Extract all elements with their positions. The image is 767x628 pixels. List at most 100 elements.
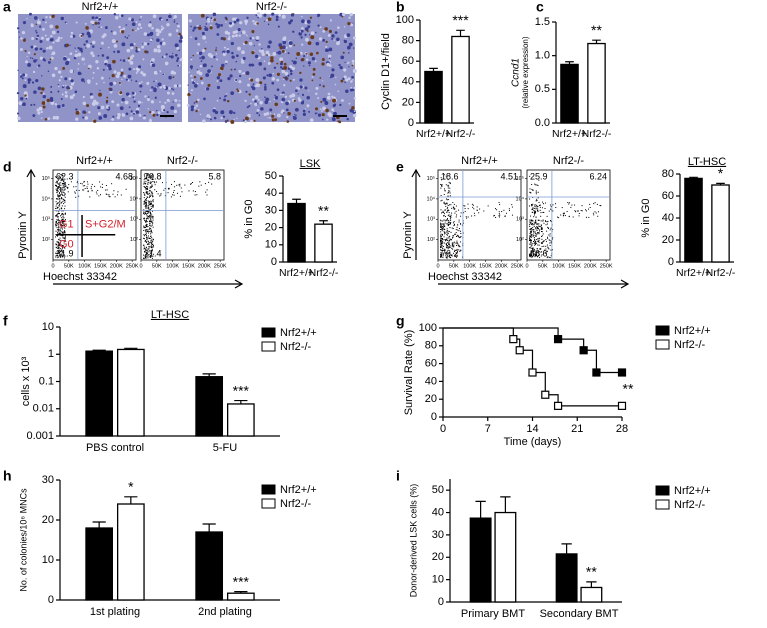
cell	[229, 22, 232, 25]
cell	[100, 48, 102, 50]
stain	[135, 47, 137, 49]
event	[446, 184, 447, 185]
event	[195, 191, 196, 192]
cell	[162, 74, 164, 76]
cell	[213, 56, 215, 58]
error-bar	[93, 522, 106, 528]
cell	[50, 91, 52, 93]
legend-swatch	[262, 485, 275, 494]
event	[511, 204, 512, 205]
event	[550, 233, 551, 234]
cell	[274, 98, 275, 99]
cell	[37, 112, 40, 115]
cell	[166, 23, 169, 26]
event	[87, 188, 88, 189]
cell	[298, 32, 302, 36]
event	[147, 189, 148, 190]
event	[152, 222, 153, 223]
cell	[200, 114, 201, 115]
event	[56, 190, 57, 191]
cell	[143, 116, 146, 119]
chart-title: LSK	[300, 158, 321, 170]
stain	[245, 117, 249, 121]
event	[62, 189, 63, 190]
event	[153, 246, 154, 247]
event	[61, 193, 62, 194]
cell	[19, 37, 20, 38]
event	[148, 232, 149, 233]
cell	[135, 80, 137, 82]
bar	[588, 44, 605, 123]
event	[446, 220, 447, 221]
cell	[174, 19, 175, 20]
cell	[205, 42, 206, 43]
event	[529, 221, 530, 222]
y-tick-label: 20	[402, 96, 414, 108]
event	[152, 223, 153, 224]
cell	[137, 28, 140, 31]
stain	[178, 33, 181, 36]
event	[148, 246, 149, 247]
cell	[310, 118, 314, 122]
cell	[216, 25, 219, 28]
event	[150, 231, 151, 232]
event	[150, 238, 151, 239]
event	[458, 230, 459, 231]
y-axis-label: No. of colonies/10⁶ MNCs	[18, 488, 28, 592]
bar	[470, 518, 491, 602]
event	[546, 221, 547, 222]
event	[541, 229, 542, 230]
event	[146, 192, 147, 193]
stain	[329, 30, 332, 33]
event	[67, 188, 68, 189]
event	[448, 220, 449, 221]
quadrant-value: 21.4	[144, 248, 162, 258]
cell	[157, 45, 160, 48]
cell	[335, 84, 337, 86]
cell	[220, 24, 223, 27]
cell	[264, 96, 266, 98]
cell	[276, 18, 279, 21]
cell	[155, 97, 157, 99]
cell	[153, 48, 157, 52]
event	[82, 183, 83, 184]
event	[446, 198, 447, 199]
event	[535, 212, 536, 213]
cell	[75, 108, 77, 110]
marker	[619, 402, 626, 409]
event	[445, 206, 446, 207]
x-tick-label: 28	[616, 423, 628, 435]
cell	[121, 68, 124, 71]
cell	[90, 51, 93, 54]
cell	[243, 119, 245, 121]
event	[55, 224, 56, 225]
cell	[331, 108, 334, 111]
event	[60, 189, 61, 190]
cell	[307, 55, 308, 56]
event	[531, 242, 532, 243]
x-tick-label: PBS control	[86, 442, 144, 454]
cell	[207, 20, 210, 23]
stain	[275, 103, 278, 106]
cell	[121, 79, 122, 80]
cell	[274, 113, 276, 115]
cell	[111, 31, 113, 33]
event	[453, 228, 454, 229]
cell	[197, 43, 200, 46]
event	[440, 223, 441, 224]
cell	[30, 46, 33, 49]
event	[61, 192, 62, 193]
cell	[353, 37, 356, 40]
x-tick-label: 2nd plating	[198, 606, 252, 618]
cell	[156, 33, 159, 36]
event	[64, 202, 65, 203]
event	[446, 234, 447, 235]
event	[144, 238, 145, 239]
stain	[88, 68, 90, 70]
event	[57, 227, 58, 228]
cell	[350, 80, 353, 83]
event	[158, 193, 159, 194]
cell	[126, 37, 128, 39]
event	[529, 224, 530, 225]
cell	[103, 114, 107, 118]
